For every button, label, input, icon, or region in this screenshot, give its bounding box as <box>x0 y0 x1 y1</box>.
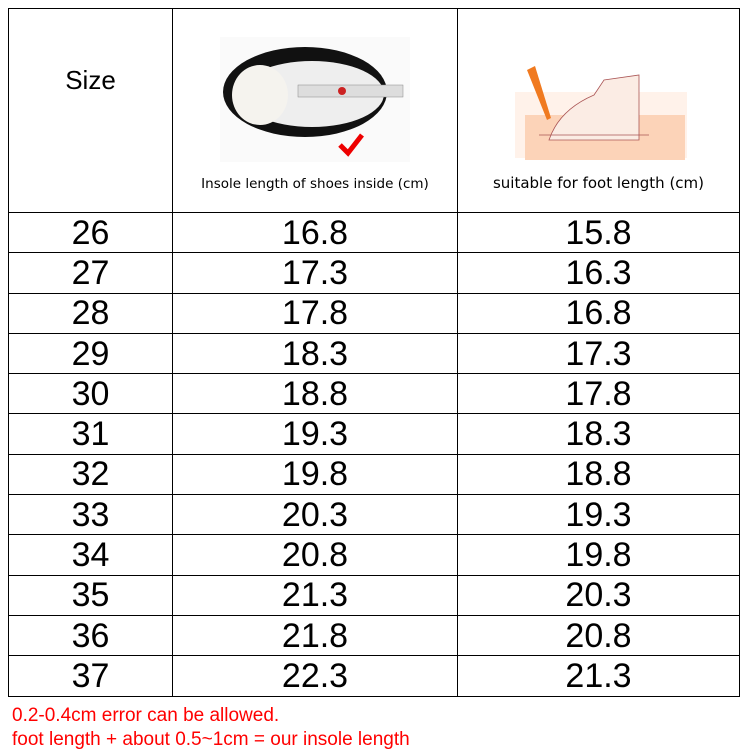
foot-cell: 17.3 <box>457 332 740 375</box>
size-cell: 26 <box>8 211 173 254</box>
size-cell: 34 <box>8 534 173 576</box>
size-cell: 30 <box>8 373 173 415</box>
size-cell: 29 <box>8 332 173 375</box>
foot-cell: 16.8 <box>457 292 740 334</box>
table-row: 32 19.8 18.8 <box>8 453 740 496</box>
foot-header: suitable for foot length (cm) <box>457 8 740 213</box>
insole-cell: 20.8 <box>172 534 458 576</box>
insole-cell: 21.8 <box>172 614 458 657</box>
header-row: Size Insole length of shoes inside (cm) <box>8 8 740 213</box>
size-header: Size <box>8 8 173 213</box>
size-cell: 32 <box>8 453 173 496</box>
insole-formula-note: foot length + about 0.5~1cm = our insole… <box>12 729 410 750</box>
size-cell: 28 <box>8 292 173 334</box>
size-cell: 35 <box>8 574 173 616</box>
size-header-label: Size <box>65 65 116 95</box>
foot-cell: 21.3 <box>457 655 740 697</box>
table-row: 36 21.8 20.8 <box>8 614 740 657</box>
size-cell: 27 <box>8 252 173 294</box>
size-cell: 33 <box>8 494 173 536</box>
foot-cell: 19.8 <box>457 534 740 576</box>
table-row: 26 16.8 15.8 <box>8 211 740 254</box>
size-cell: 31 <box>8 413 173 455</box>
foot-tracing-image <box>514 65 687 160</box>
shoe-insole-image <box>220 37 410 162</box>
insole-cell: 16.8 <box>172 211 458 254</box>
table-row: 30 18.8 17.8 <box>8 373 740 415</box>
table-row: 29 18.3 17.3 <box>8 332 740 375</box>
size-chart-table: Size Insole length of shoes inside (cm) <box>8 8 740 697</box>
foot-cell: 16.3 <box>457 252 740 294</box>
table-row: 27 17.3 16.3 <box>8 252 740 294</box>
insole-cell: 17.3 <box>172 252 458 294</box>
insole-cell: 19.8 <box>172 453 458 496</box>
error-note: 0.2-0.4cm error can be allowed. <box>12 705 280 726</box>
insole-cell: 19.3 <box>172 413 458 455</box>
foot-cell: 20.8 <box>457 614 740 657</box>
insole-cell: 17.8 <box>172 292 458 334</box>
foot-cell: 18.3 <box>457 413 740 455</box>
size-cell: 36 <box>8 614 173 657</box>
insole-cell: 20.3 <box>172 494 458 536</box>
foot-caption: suitable for foot length (cm) <box>492 173 705 192</box>
table-row: 28 17.8 16.8 <box>8 292 740 334</box>
table-row: 33 20.3 19.3 <box>8 494 740 536</box>
table-row: 31 19.3 18.3 <box>8 413 740 455</box>
table-row: 34 20.8 19.8 <box>8 534 740 576</box>
foot-cell: 19.3 <box>457 494 740 536</box>
insole-caption: Insole length of shoes inside (cm) <box>201 176 429 192</box>
size-cell: 37 <box>8 655 173 697</box>
foot-cell: 15.8 <box>457 211 740 254</box>
table-row: 37 22.3 21.3 <box>8 655 740 697</box>
insole-cell: 18.3 <box>172 332 458 375</box>
insole-header: Insole length of shoes inside (cm) <box>172 8 458 213</box>
insole-cell: 22.3 <box>172 655 458 697</box>
table-row: 35 21.3 20.3 <box>8 574 740 616</box>
foot-cell: 18.8 <box>457 453 740 496</box>
foot-cell: 20.3 <box>457 574 740 616</box>
insole-cell: 18.8 <box>172 373 458 415</box>
foot-cell: 17.8 <box>457 373 740 415</box>
insole-cell: 21.3 <box>172 574 458 616</box>
